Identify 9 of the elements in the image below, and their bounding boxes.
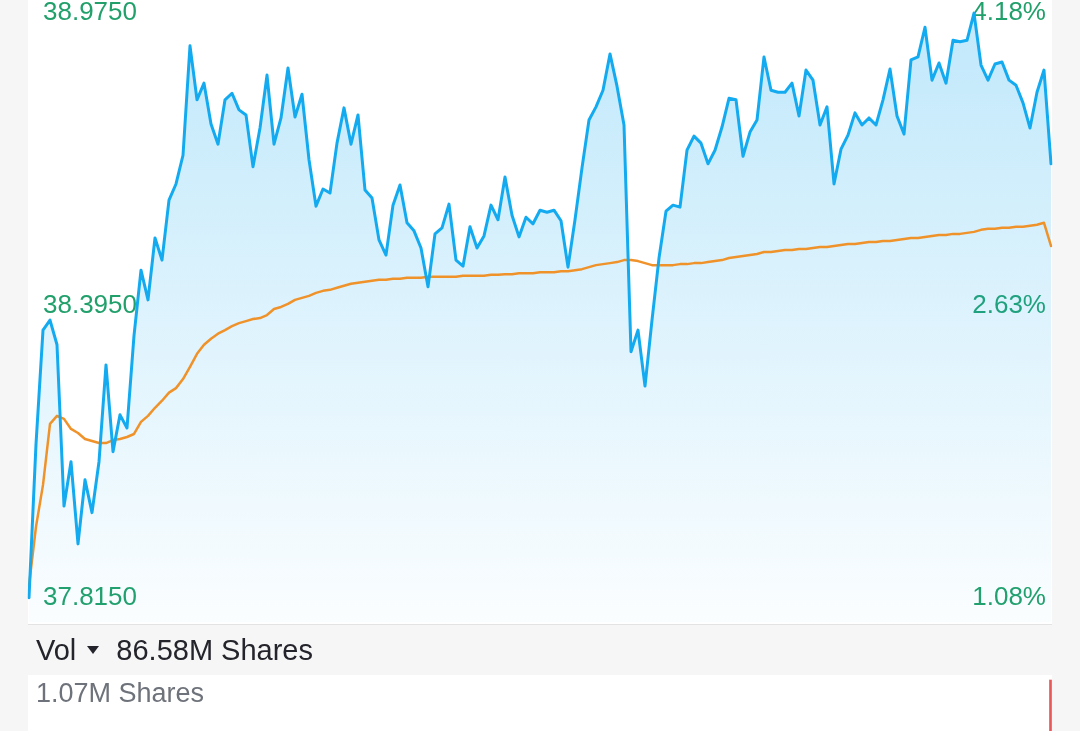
y-tick-label: 37.8150 — [43, 580, 137, 611]
chart-title: Vol — [36, 633, 77, 667]
y2-tick-label: 4.18% — [972, 0, 1046, 27]
annotation: 1.07M Shares — [36, 678, 205, 709]
y-tick-label: 38.9750 — [43, 0, 137, 27]
y-tick-label: 38.3950 — [43, 288, 137, 319]
chart-subtitle: 86.58M Shares — [116, 633, 313, 667]
y2-tick-label: 1.08% — [972, 581, 1046, 612]
y2-tick-label: 2.63% — [972, 288, 1046, 319]
